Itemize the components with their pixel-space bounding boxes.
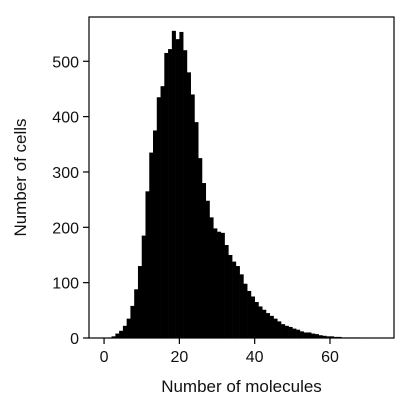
- histogram-bar: [156, 97, 161, 338]
- histogram-bar: [269, 315, 274, 338]
- histogram-bar: [134, 289, 139, 338]
- histogram-bar: [284, 325, 289, 338]
- y-tick-label: 100: [52, 276, 79, 293]
- y-tick-label: 300: [52, 165, 79, 182]
- histogram-bar: [190, 94, 195, 338]
- histogram-bar: [322, 335, 327, 338]
- histogram-bar: [130, 305, 135, 338]
- x-axis-label: Number of molecules: [161, 377, 322, 396]
- histogram-bar: [258, 306, 263, 338]
- histogram-bar: [137, 266, 143, 338]
- histogram-bar: [254, 302, 259, 338]
- histogram-bar: [239, 274, 244, 338]
- y-tick-label: 0: [70, 331, 79, 348]
- histogram-bar: [141, 235, 146, 338]
- histogram-bar: [326, 336, 331, 338]
- histogram-bar: [288, 326, 293, 338]
- x-tick-label: 20: [170, 349, 188, 366]
- y-axis-ticks: 0 100 200 300 400 500: [52, 54, 89, 348]
- histogram-bar: [171, 30, 176, 339]
- histogram-bar: [183, 50, 188, 339]
- x-tick-label: 0: [100, 349, 109, 366]
- histogram-bar: [145, 191, 150, 338]
- y-tick-label: 200: [52, 220, 79, 237]
- histogram-bar: [213, 228, 218, 338]
- histogram-bar: [250, 296, 255, 338]
- histogram-bar: [160, 86, 165, 339]
- histogram-bar: [126, 318, 131, 338]
- histogram-bar: [281, 324, 286, 338]
- x-axis-ticks: 0 20 40 60: [100, 338, 339, 366]
- histogram-bar: [292, 328, 297, 338]
- histogram-bar: [224, 245, 229, 338]
- histogram-bar: [205, 200, 210, 338]
- histogram-bar: [122, 325, 127, 338]
- histogram-bar: [265, 313, 271, 338]
- plot-frame: [88, 16, 395, 339]
- histogram-bar: [119, 330, 124, 338]
- histogram-bar: [201, 183, 207, 338]
- histogram-bar: [175, 39, 180, 338]
- histogram-bar: [247, 290, 252, 338]
- histogram-bar: [198, 158, 203, 338]
- x-tick-label: 60: [321, 349, 339, 366]
- histogram-bar: [217, 231, 222, 338]
- histogram-bar: [168, 49, 173, 338]
- x-tick-label: 40: [246, 349, 264, 366]
- histogram-bar: [273, 318, 278, 338]
- histogram-bar: [243, 283, 248, 338]
- histogram-bar: [311, 333, 316, 338]
- histogram-bar: [314, 334, 319, 338]
- histogram-bar: [277, 321, 282, 338]
- histogram-bar: [209, 217, 214, 338]
- histogram-bar: [228, 254, 233, 338]
- y-tick-label: 500: [52, 54, 79, 71]
- histogram-bar: [235, 266, 240, 338]
- histogram-bar: [262, 309, 267, 338]
- histogram-bar: [164, 52, 169, 338]
- histogram-bar: [303, 332, 308, 338]
- histogram-bar: [179, 31, 184, 338]
- histogram-bar: [115, 333, 120, 338]
- histogram-bar: [111, 336, 116, 338]
- histogram-bar: [296, 329, 301, 338]
- histogram-bar: [186, 72, 191, 338]
- histogram-bar: [329, 336, 335, 338]
- histogram-bars: [107, 30, 361, 339]
- histogram-bar: [194, 122, 199, 338]
- histogram-bar: [149, 152, 154, 338]
- histogram-bar: [299, 331, 304, 338]
- histogram-bar: [232, 261, 237, 338]
- y-axis-label: Number of cells: [11, 118, 30, 236]
- y-tick-label: 400: [52, 110, 79, 127]
- histogram-bar: [220, 232, 225, 338]
- histogram-bar: [307, 332, 312, 338]
- histogram-bar: [318, 335, 323, 338]
- histogram-bar: [153, 130, 158, 338]
